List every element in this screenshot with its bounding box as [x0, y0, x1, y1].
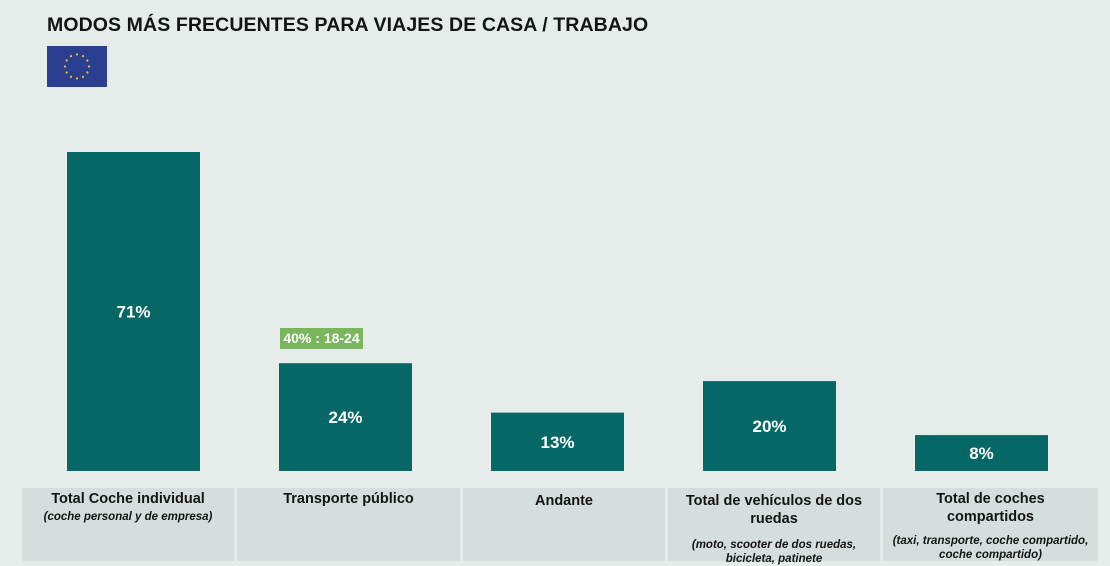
flag-star [86, 71, 89, 74]
category-cell-shared-cars: Total de coches compartidos (taxi, trans… [883, 488, 1098, 561]
age-annotation-badge: 40% : 18-24 [280, 328, 363, 349]
category-sublabel: (coche personal y de empresa) [43, 511, 213, 523]
category-cell-car: Total Coche individual (coche personal y… [22, 488, 234, 561]
chart-title: MODOS MÁS FRECUENTES PARA VIAJES DE CASA… [47, 14, 649, 36]
flag-star [63, 65, 67, 68]
bar-value-label: 20% [752, 417, 786, 436]
bar [915, 435, 1048, 471]
flag-star [86, 59, 89, 62]
category-label: Total de coches compartidos [936, 491, 1045, 525]
bar-value-label: 8% [969, 444, 994, 463]
category-cell-walking: Andante [463, 488, 665, 561]
flag-star [75, 53, 79, 56]
flag-star [81, 75, 85, 78]
bar-value-label: 71% [116, 303, 150, 322]
bar-value-label: 13% [540, 433, 574, 452]
flag-star [65, 59, 68, 62]
flag-star [69, 75, 73, 78]
bar-value-label: 24% [328, 408, 362, 427]
category-label: Transporte público [283, 491, 414, 507]
category-cell-two-wheelers: Total de vehículos de dos ruedas (moto, … [668, 488, 880, 565]
bar [491, 412, 624, 471]
category-sublabel: (moto, scooter de dos ruedas, bicicleta,… [691, 539, 857, 565]
category-label: Andante [535, 493, 593, 509]
eu-flag-icon [47, 46, 107, 87]
category-cell-public-transport: Transporte público [237, 488, 460, 561]
category-label: Total Coche individual [51, 491, 205, 507]
category-label: Total de vehículos de dos ruedas [685, 493, 863, 527]
bar [703, 381, 836, 471]
flag-star [69, 55, 73, 58]
bar [279, 363, 412, 471]
flag-star [81, 55, 85, 58]
category-sublabel: (taxi, transporte, coche compartido, coc… [892, 535, 1089, 561]
bar [67, 152, 200, 471]
flag-star [75, 77, 79, 80]
flag-star [87, 65, 91, 68]
flag-star [65, 71, 68, 74]
